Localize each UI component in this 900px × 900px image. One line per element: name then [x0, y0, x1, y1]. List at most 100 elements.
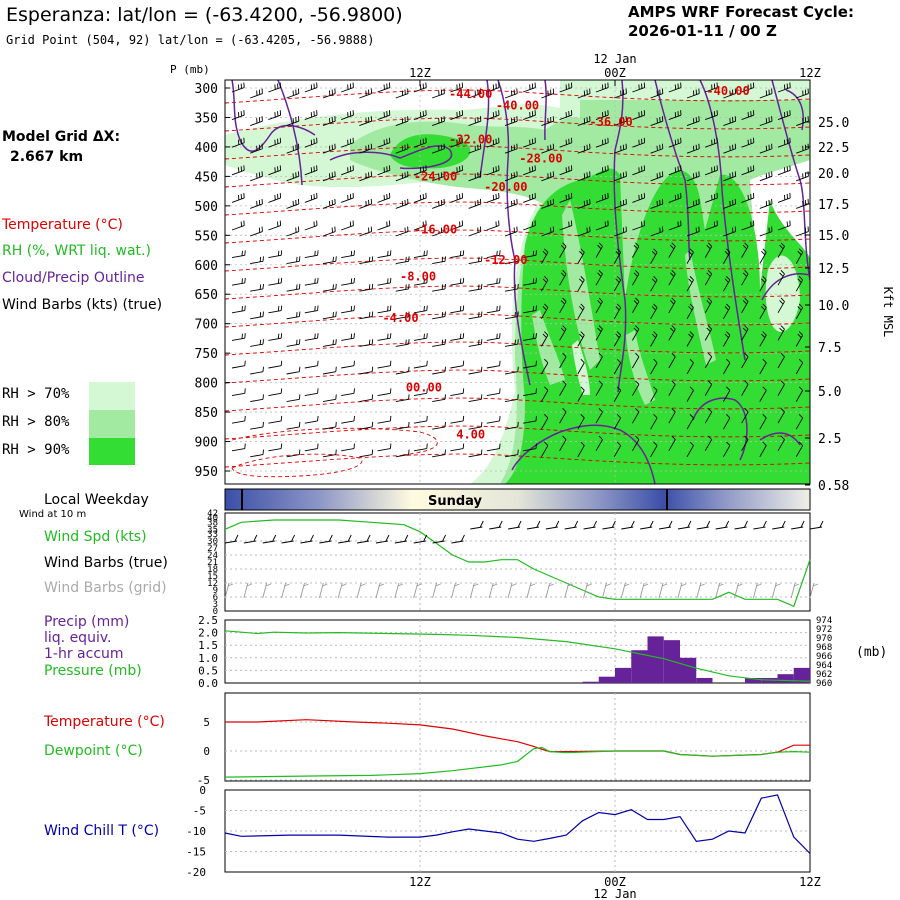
- wind-barb: [559, 137, 573, 148]
- wind-barb: [541, 143, 555, 154]
- grid-wind-barb: [488, 582, 498, 599]
- wind-barb-feather: [616, 386, 622, 391]
- wind-barb-staff: [486, 197, 500, 203]
- wind-barb: [668, 325, 676, 341]
- wind-barb-staff: [250, 231, 263, 237]
- wind-tick-label: 42: [207, 509, 218, 519]
- temperature-contour: [225, 257, 810, 272]
- wind-barb: [322, 116, 336, 127]
- wind-barb: [432, 171, 445, 182]
- wind-barb: [377, 388, 392, 397]
- wind-barb-staff: [577, 203, 591, 209]
- wind-barb-staff: [523, 197, 536, 203]
- wind-barb-staff: [613, 417, 622, 430]
- grid-wind-barb-staff: [413, 582, 419, 599]
- wind-barb: [668, 137, 682, 148]
- wind-barb-feather: [797, 250, 802, 256]
- wind-barb-staff: [377, 282, 391, 286]
- wind-barb-feather: [671, 325, 676, 330]
- temperature-contour: [231, 427, 438, 456]
- wind-barb-staff: [432, 260, 446, 265]
- wind-barb: [759, 116, 773, 127]
- wind-barb-staff: [595, 142, 609, 148]
- cloud-outline: [654, 80, 691, 261]
- wind-barb-feather: [798, 331, 804, 336]
- cloud-outline: [277, 80, 303, 186]
- wind-barb-staff: [723, 307, 731, 320]
- temperature-line: [225, 719, 810, 757]
- wind-barb: [450, 415, 465, 424]
- wind-barb-staff: [523, 448, 537, 452]
- wind-barb-feather: [598, 352, 603, 358]
- wind-barb-feather: [780, 270, 785, 275]
- grid-wind-barb: [526, 582, 536, 599]
- wind-barb-staff: [650, 252, 658, 264]
- wind-barb-staff: [668, 169, 682, 176]
- wind-barb-staff: [559, 169, 572, 176]
- top-time-tick-label: 00Z: [604, 66, 626, 80]
- surface-wind-barb: [338, 534, 352, 544]
- wind-barb-staff: [250, 316, 264, 320]
- wind-barb-staff: [432, 203, 445, 209]
- wind-barb-staff: [686, 334, 694, 347]
- wind-barb: [286, 143, 300, 154]
- wind-barb: [504, 311, 519, 320]
- grid-wind-barb: [677, 582, 687, 599]
- wind-barb: [286, 394, 301, 403]
- wind-barb-staff: [759, 175, 773, 182]
- wind-barb-staff: [468, 343, 482, 347]
- wind-barb-staff: [759, 93, 773, 99]
- wind-barb-feather: [653, 358, 658, 364]
- wind-barb: [286, 421, 301, 430]
- temperature-contour-label: -16.00: [414, 222, 457, 236]
- wind-barb-staff: [723, 231, 736, 237]
- wind-barb-staff: [322, 120, 336, 127]
- temperature-contour: [225, 425, 810, 440]
- surface-wind-barb-staff: [734, 526, 747, 530]
- wind-barb: [686, 276, 694, 292]
- wind-barb: [231, 388, 246, 397]
- cloud-outline: [231, 80, 316, 152]
- wind-barb-staff: [395, 260, 409, 265]
- rh90-swatch: [89, 438, 135, 465]
- wind-barb: [541, 171, 555, 182]
- wind-barb: [723, 248, 731, 264]
- wind-barb: [486, 137, 500, 148]
- surface-wind-barb-staff: [489, 526, 502, 530]
- wind-barb-staff: [668, 246, 676, 258]
- grid-wind-barb-staff: [715, 582, 721, 599]
- surface-wind-barb-feather: [536, 520, 541, 528]
- wind-chill-tick-label: -20: [186, 866, 206, 879]
- wind-barb-feather: [724, 333, 729, 338]
- wind-barb-staff: [268, 142, 281, 148]
- wind-barb-staff: [395, 371, 409, 375]
- grid-wind-barb: [451, 582, 460, 599]
- temperature-contour-label: -24.00: [414, 169, 457, 183]
- wind-barb-feather: [635, 270, 640, 275]
- grid-wind-barb-staff: [356, 582, 362, 599]
- wind-barb: [377, 360, 392, 369]
- wind-barb: [595, 242, 603, 258]
- cross-section-frame: [224, 79, 811, 485]
- rh70-channel: [572, 255, 800, 395]
- temperature-contour-label: -4.00: [382, 311, 418, 325]
- wind-barb: [286, 171, 300, 182]
- grid-wind-barb-feather: [793, 583, 800, 587]
- surface-wind-barb: [394, 534, 409, 544]
- pressure-tick-label: 964: [816, 661, 832, 671]
- wind-barb-staff: [341, 225, 354, 231]
- wind-barb: [304, 277, 319, 286]
- wind-barb-staff: [268, 87, 281, 93]
- wind-barb-staff: [450, 365, 464, 369]
- temperature-contour: [225, 397, 810, 412]
- wind-barb-staff: [304, 87, 318, 93]
- wind-barb: [268, 110, 282, 121]
- wind-barb-staff: [559, 439, 567, 452]
- wind-barb: [559, 220, 573, 231]
- wind-barb-feather: [706, 300, 711, 305]
- wind-barb-staff: [377, 142, 390, 148]
- wind-barb-staff: [668, 197, 682, 203]
- wind-barb-staff: [523, 114, 536, 121]
- wind-barb: [759, 331, 767, 347]
- wind-barb: [559, 270, 567, 286]
